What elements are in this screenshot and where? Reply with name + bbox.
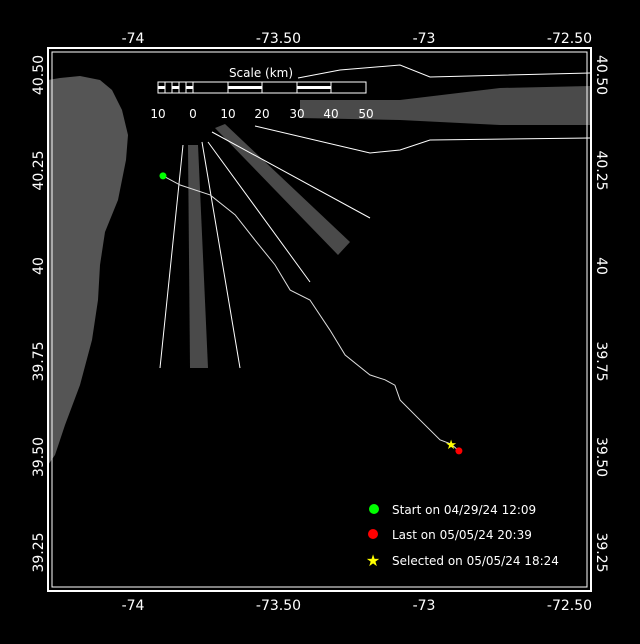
- start-marker[interactable]: [159, 172, 167, 180]
- selected-star-marker[interactable]: ★: [445, 438, 457, 453]
- y-tick-label-right: 39.75: [593, 341, 609, 381]
- x-tick-label-bottom: -72.50: [547, 598, 592, 614]
- y-tick-label-right: 40.25: [593, 150, 609, 190]
- scale-bar: Scale (km) 10 0 10 20 30 40 50: [150, 66, 373, 121]
- scale-title: Scale (km): [229, 66, 293, 80]
- legend-last: Last on 05/05/24 20:39: [392, 528, 532, 542]
- y-tick-label-left: 40: [31, 257, 47, 275]
- drifter-track-line: [162, 175, 460, 452]
- y-tick-label-right: 40: [593, 257, 609, 275]
- scale-label: 10: [220, 107, 235, 121]
- x-tick-label-top: -73.50: [256, 31, 301, 47]
- last-marker[interactable]: [455, 447, 463, 455]
- x-tick-label-bottom: -74: [122, 598, 145, 614]
- x-tick-label-top: -73: [413, 31, 436, 47]
- y-tick-label-left: 40.50: [31, 55, 47, 95]
- y-tick-label-left: 40.25: [31, 150, 47, 190]
- legend-start: Start on 04/29/24 12:09: [392, 503, 536, 517]
- map-frame: [47, 47, 592, 592]
- legend-selected-star-icon: ★: [366, 551, 380, 570]
- y-tick-label-right: 39.25: [593, 532, 609, 572]
- x-tick-label-top: -74: [122, 31, 145, 47]
- x-tick-label-bottom: -73.50: [256, 598, 301, 614]
- y-tick-label-left: 39.50: [31, 437, 47, 477]
- scale-label: 20: [254, 107, 269, 121]
- y-tick-label-left: 39.75: [31, 341, 47, 381]
- scale-label: 30: [289, 107, 304, 121]
- scale-label: 0: [189, 107, 197, 121]
- y-tick-label-right: 40.50: [593, 55, 609, 95]
- x-tick-label-bottom: -73: [413, 598, 436, 614]
- land-new-jersey: [48, 48, 128, 465]
- legend-start-icon: [369, 504, 379, 514]
- y-tick-label-left: 39.25: [31, 532, 47, 572]
- shipping-lanes: [159, 64, 591, 369]
- y-tick-label-right: 39.50: [593, 437, 609, 477]
- scale-label: 10: [150, 107, 165, 121]
- scale-label: 50: [358, 107, 373, 121]
- legend-last-icon: [368, 529, 378, 539]
- scale-label: 40: [323, 107, 338, 121]
- x-tick-label-top: -72.50: [547, 31, 592, 47]
- legend-selected: Selected on 05/05/24 18:24: [392, 554, 559, 568]
- legend: Start on 04/29/24 12:09 Last on 05/05/24…: [366, 503, 559, 570]
